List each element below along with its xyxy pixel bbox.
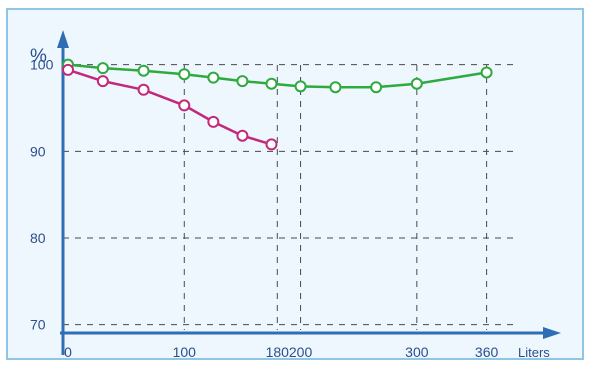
chart-canvas: % Liters 70 80 90 100 0 100 180 200 300 360 xyxy=(30,30,561,358)
x-axis-unit-label: Liters xyxy=(518,345,550,358)
y-axis-unit-label: % xyxy=(30,46,47,67)
x-tick-label: 200 xyxy=(289,344,313,358)
data-point-series-1 xyxy=(329,81,342,94)
data-point-series-1 xyxy=(294,80,307,93)
data-point-series-2 xyxy=(96,75,109,88)
grid-lines xyxy=(63,64,513,330)
tick-labels: 70 80 90 100 0 100 180 200 300 360 xyxy=(30,57,498,358)
data-series xyxy=(62,58,493,151)
axes: % Liters xyxy=(30,30,561,358)
series-line-1 xyxy=(67,63,487,89)
data-point-series-1 xyxy=(480,66,493,79)
y-tick-label: 90 xyxy=(30,143,46,159)
y-tick-label: 80 xyxy=(30,230,46,246)
data-point-series-1 xyxy=(207,71,220,84)
x-tick-label: 360 xyxy=(475,344,499,358)
y-axis-arrowhead xyxy=(57,30,69,48)
y-tick-label: 70 xyxy=(30,317,46,333)
data-point-series-1 xyxy=(265,77,278,90)
data-point-series-1 xyxy=(236,75,249,88)
data-point-series-2 xyxy=(178,99,191,112)
y-tick-label: 100 xyxy=(30,57,54,73)
data-point-series-1 xyxy=(137,64,150,77)
data-point-series-2 xyxy=(207,115,220,128)
data-point-series-2 xyxy=(265,138,278,151)
x-axis-arrowhead xyxy=(543,327,561,339)
x-tick-label: 100 xyxy=(173,344,197,358)
chart-frame: % Liters 70 80 90 100 0 100 180 200 300 360 xyxy=(6,8,584,360)
data-point-series-1 xyxy=(410,77,423,90)
data-point-series-2 xyxy=(137,83,150,96)
data-point-series-1 xyxy=(96,62,109,75)
x-tick-label: 0 xyxy=(64,344,72,358)
x-tick-label: 300 xyxy=(405,344,429,358)
data-point-series-2 xyxy=(236,129,249,142)
x-tick-label: 180 xyxy=(266,344,290,358)
data-point-series-2 xyxy=(62,63,74,76)
data-point-series-1 xyxy=(370,81,383,94)
data-point-series-1 xyxy=(178,68,191,81)
